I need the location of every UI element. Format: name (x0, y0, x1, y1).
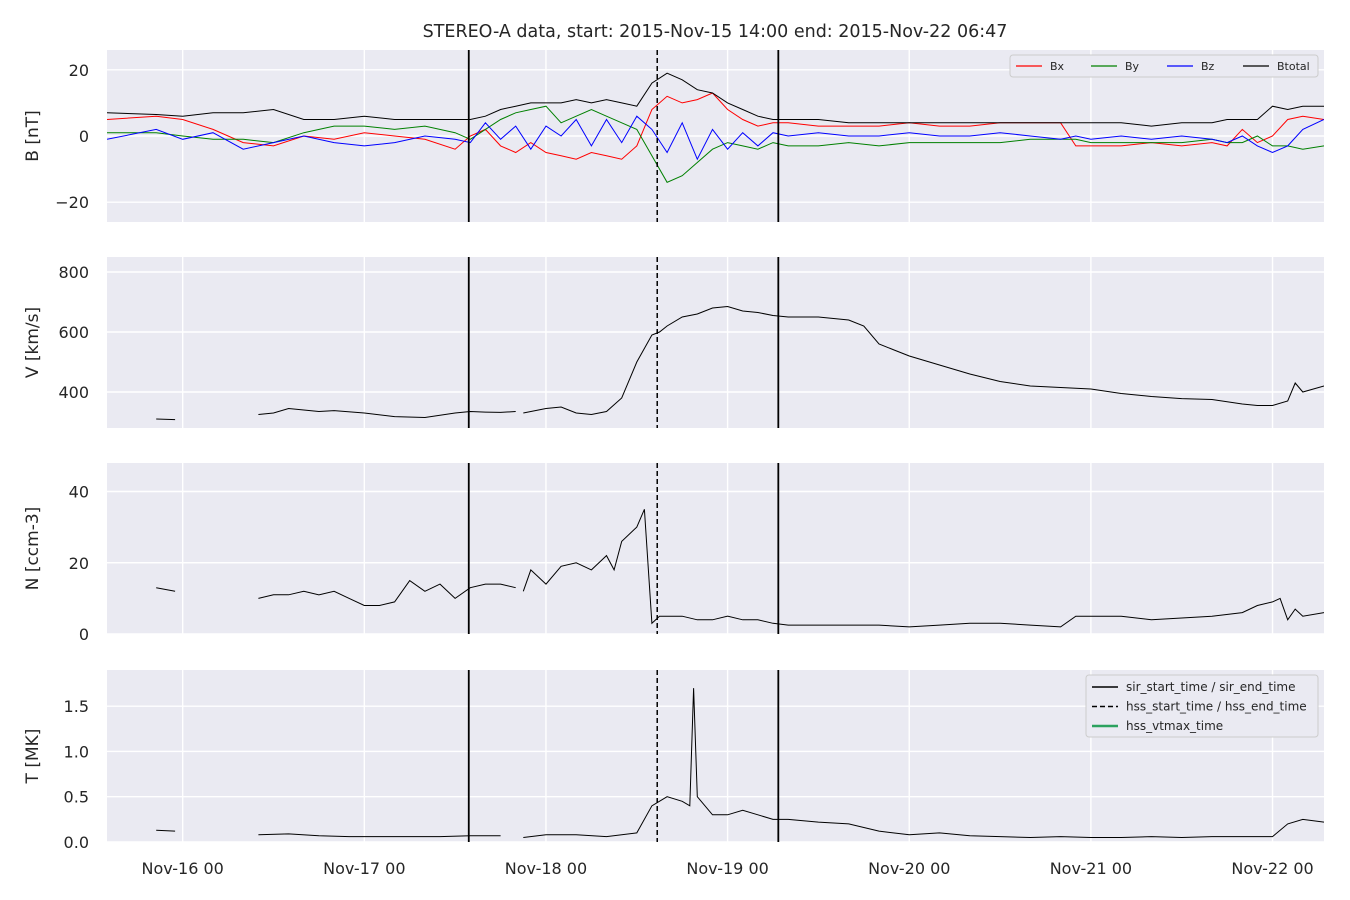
y-tick-label: 20 (69, 61, 89, 80)
t-legend-label: sir_start_time / sir_end_time (1126, 680, 1296, 694)
series-line-bz (107, 115, 1324, 161)
x-tick-label: Nov-17 00 (323, 859, 405, 878)
t-legend-label: hss_vtmax_time (1126, 719, 1223, 733)
y-tick-label: 0.0 (64, 833, 89, 852)
b-legend-label: By (1125, 60, 1140, 73)
y-tick-label: 20 (69, 554, 89, 573)
series-group (156, 688, 1324, 839)
y-tick-label: 0 (79, 625, 89, 644)
t-legend-label: hss_start_time / hss_end_time (1126, 700, 1307, 714)
y-axis-label: B [nT] (23, 110, 43, 162)
y-axis-label: T [MK] (23, 729, 43, 785)
series-line-btotal (107, 72, 1324, 127)
x-tick-label: Nov-18 00 (505, 859, 587, 878)
series-line-by (107, 105, 1324, 183)
series-line-main (156, 509, 1324, 628)
y-tick-label: 0.5 (64, 788, 89, 807)
figure-title: STEREO-A data, start: 2015-Nov-15 14:00 … (423, 22, 1008, 42)
y-tick-label: 0 (79, 127, 89, 146)
panel-2: 800 600 400 V [km/s] (23, 257, 1324, 428)
y-axis-label: N [ccm-3] (23, 507, 43, 591)
y-tick-label: −20 (55, 193, 89, 212)
y-tick-label: 800 (58, 263, 89, 282)
y-tick-label: 1.0 (64, 742, 89, 761)
y-tick-label: 600 (58, 323, 89, 342)
panels: 20 0 −20 B [nT] 800 600 400 V [km/s] 40 20 0 N [ccm… (23, 50, 1324, 852)
y-tick-label: 400 (58, 383, 89, 402)
b-legend-label: Bx (1050, 60, 1065, 73)
y-tick-label: 1.5 (64, 697, 89, 716)
t-legend-box (1085, 674, 1319, 738)
x-tick-label: Nov-22 00 (1231, 859, 1313, 878)
series-group (156, 509, 1324, 628)
t-legend: sir_start_time / sir_end_time hss_start_t… (1085, 674, 1319, 738)
series-line-main (156, 688, 1324, 839)
b-legend-label: Bz (1201, 60, 1215, 73)
x-tick-label: Nov-21 00 (1050, 859, 1132, 878)
panel-background (107, 257, 1324, 428)
b-legend-label: Btotal (1277, 60, 1310, 73)
x-tick-label: Nov-20 00 (868, 859, 950, 878)
series-line-main (156, 305, 1324, 421)
series-group (107, 72, 1324, 183)
series-line-bx (107, 92, 1324, 160)
panel-3: 40 20 0 N [ccm-3] (23, 463, 1324, 644)
panel-background (107, 463, 1324, 634)
x-tick-label: Nov-19 00 (686, 859, 768, 878)
x-tick-label: Nov-16 00 (141, 859, 223, 878)
series-group (156, 305, 1324, 421)
b-legend-box (1009, 54, 1319, 78)
y-axis-label: V [km/s] (23, 307, 43, 378)
b-legend: Bx By Bz Btotal (1009, 54, 1319, 78)
shared-time-axis: Nov-16 00 Nov-17 00 Nov-18 00 Nov-19 00 Nov-… (141, 859, 1313, 878)
y-tick-label: 40 (69, 483, 89, 502)
